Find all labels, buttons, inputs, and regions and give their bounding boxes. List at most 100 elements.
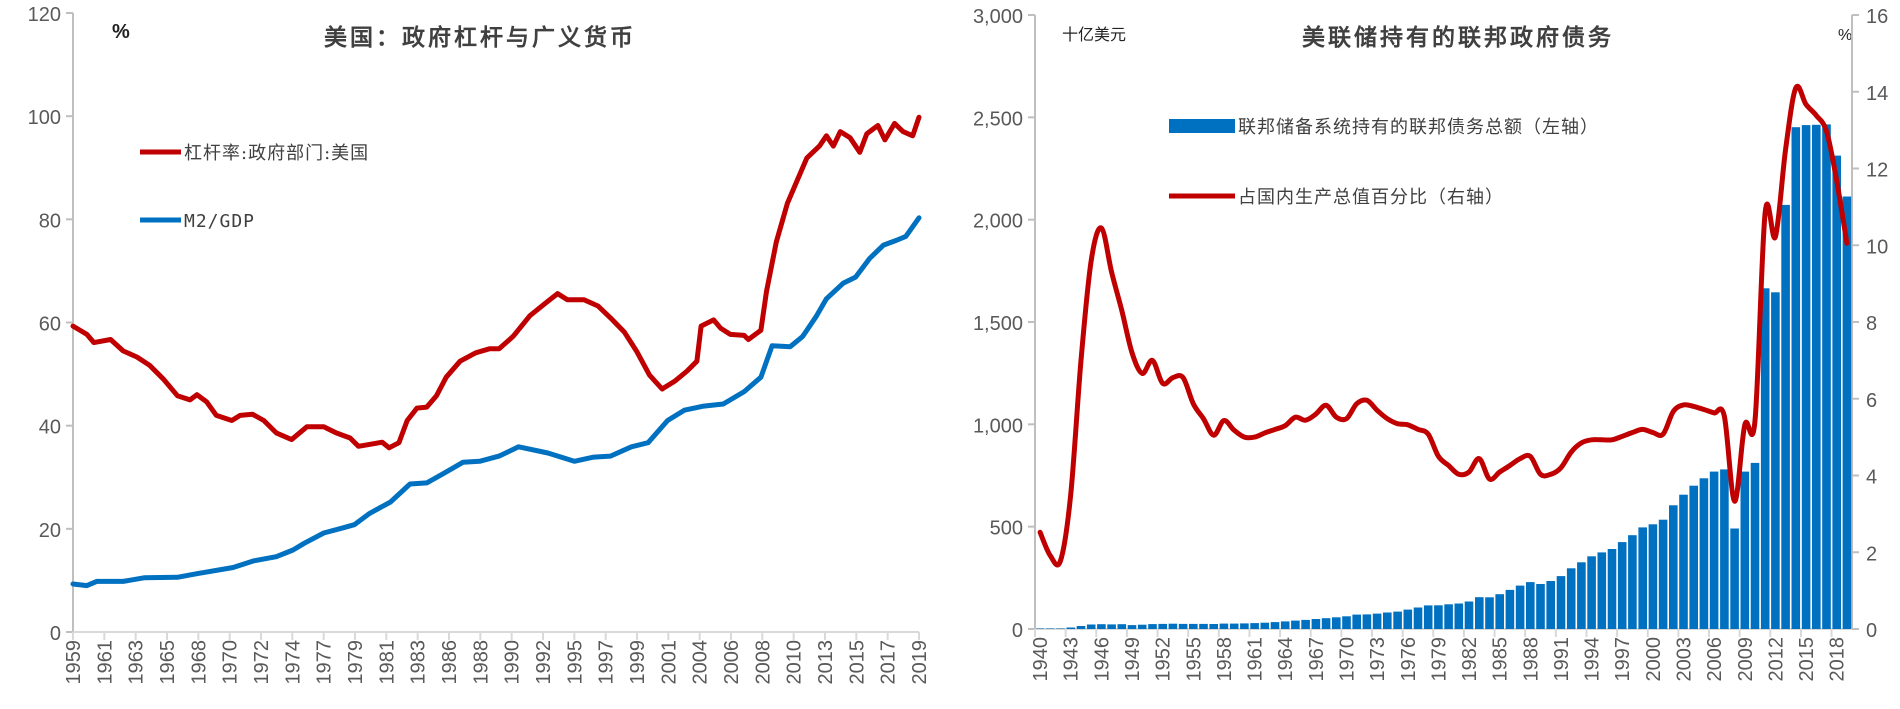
government-leverage-line [70, 114, 922, 451]
right-right-y-tick-label: 10 [1866, 236, 1888, 258]
left-x-tick-label: 1979 [345, 640, 367, 685]
fed-holdings-bar [1332, 617, 1341, 629]
right-x-tick-label: 2009 [1735, 637, 1757, 682]
left-x-tick-label: 1995 [564, 640, 586, 685]
left-x-tick-label: 2017 [878, 640, 900, 685]
fed-holdings-bar [1209, 624, 1218, 629]
fed-holdings-bar [1812, 124, 1821, 630]
right-x-tick-label: 2012 [1765, 637, 1787, 682]
legend-m2-gdp: M2/GDP [184, 211, 255, 232]
fed-holdings-bar [1526, 582, 1535, 629]
right-right-y-tick-label: 12 [1866, 160, 1888, 182]
left-x-tick-label: 1972 [251, 640, 273, 685]
left-series [70, 114, 922, 589]
legend-fed-holdings: 联邦储备系统持有的联邦债务总额（左轴） [1238, 117, 1599, 138]
fed-holdings-bar [1280, 621, 1290, 629]
right-x-tick-label: 2018 [1827, 637, 1849, 682]
fed-holdings-bar [1056, 628, 1065, 629]
left-x-tick-label: 1986 [439, 640, 461, 685]
left-y-tick-label: 0 [50, 623, 61, 645]
legend-pct-gdp: 占国内生产总值百分比（右轴） [1238, 187, 1504, 208]
right-x-tick-label: 1994 [1582, 637, 1604, 682]
left-y-tick-label: 100 [28, 107, 61, 129]
left-x-tick-label: 1983 [408, 640, 430, 685]
fed-holdings-bar [1229, 623, 1239, 629]
fed-holdings-bar [1158, 623, 1167, 629]
left-x-tick-label: 1968 [188, 640, 210, 685]
fed-holdings-bar [1250, 623, 1259, 629]
fed-holdings-bar [1607, 549, 1617, 629]
left-x-tick-label: 2015 [846, 640, 868, 685]
fed-holdings-bar [1219, 623, 1229, 629]
right-x-tick-label: 1955 [1183, 637, 1205, 682]
fed-holdings-bar [1679, 494, 1688, 629]
left-x-tick-label: 1965 [157, 640, 179, 685]
legend-blue-bar-swatch [1169, 119, 1235, 133]
fed-holdings-bar [1423, 605, 1433, 629]
left-x-tick-label: 2013 [815, 640, 837, 685]
fed-holdings-bar [1270, 622, 1280, 629]
right-x-tick-label: 1967 [1306, 637, 1328, 682]
fed-holdings-bar [1577, 562, 1586, 629]
right-left-y-tick-label: 0 [1012, 620, 1023, 642]
right-left-y-tick-label: 2,000 [973, 211, 1023, 233]
left-x-tick-label: 1999 [627, 640, 649, 685]
fed-holdings-bar [1740, 471, 1750, 629]
fed-holdings-bar [1434, 605, 1443, 629]
fed-holdings-bar [1444, 604, 1453, 629]
left-x-tick-label: 2019 [909, 640, 931, 685]
right-x-tick-label: 1958 [1214, 637, 1236, 682]
fed-holdings-bar [1383, 612, 1392, 629]
left-x-tick-label: 1981 [376, 640, 398, 685]
fed-holdings-bar [1291, 620, 1300, 629]
fed-holdings-bar [1832, 155, 1841, 629]
right-left-y-tick-label: 1,500 [973, 313, 1023, 335]
fed-holdings-bar [1760, 288, 1770, 629]
right-right-y-unit: % [1838, 27, 1852, 44]
fed-holdings-bar [1546, 581, 1555, 629]
right-x-tick-label: 1985 [1490, 637, 1512, 682]
pct-gdp-line [1037, 83, 1850, 568]
fed-holdings-bar [1485, 597, 1494, 629]
right-left-y-tick-label: 500 [990, 518, 1023, 540]
left-x-tick-label: 1977 [314, 640, 336, 685]
left-x-tick-label: 2001 [658, 640, 680, 685]
fed-holdings-bar [1393, 611, 1402, 629]
fed-holdings-bar [1801, 125, 1811, 629]
right-x-tick-label: 2015 [1796, 637, 1818, 682]
left-x-tick-label: 1997 [596, 640, 618, 685]
left-y-unit: % [112, 21, 130, 43]
right-x-tick-label: 1988 [1520, 637, 1542, 682]
right-x-tick-label: 1973 [1367, 637, 1389, 682]
fed-holdings-bar [1699, 478, 1709, 629]
right-axes: 0 500 1,000 1,500 2,000 2,500 3,000 0 2 4 6 8 10 12 14… [973, 6, 1888, 682]
fed-holdings-bar [1199, 623, 1208, 629]
fed-holdings-bar [1342, 616, 1351, 629]
fed-holdings-bar [1709, 471, 1719, 629]
left-x-tick-label: 1961 [94, 640, 116, 685]
fed-holdings-bar [1107, 624, 1116, 629]
fed-holdings-bar [1168, 623, 1178, 629]
fed-holdings-bar [1505, 589, 1515, 629]
right-left-y-tick-label: 2,500 [973, 108, 1023, 130]
fed-holdings-bar [1771, 292, 1780, 629]
fed-holdings-bar [1240, 623, 1249, 629]
fed-holdings-bar [1321, 618, 1331, 629]
left-axes: 0 20 40 60 80 100 120 1959 1961 1963 1965 1968 1970 1… [28, 4, 931, 685]
fed-holdings-bar [1117, 624, 1127, 629]
right-chart-title: 美联储持有的联邦政府债务 [1302, 24, 1614, 51]
left-y-tick-label: 120 [28, 4, 61, 26]
fed-holdings-bar [1566, 568, 1576, 629]
right-right-y-tick-label: 6 [1866, 390, 1877, 412]
right-x-tick-label: 2000 [1643, 637, 1665, 682]
fed-holdings-bar [1352, 614, 1361, 629]
left-x-tick-label: 1974 [282, 640, 304, 685]
fed-holdings-bar [1046, 628, 1055, 629]
fed-holdings-bar [1556, 576, 1566, 629]
fed-holdings-bar [1189, 623, 1198, 629]
fed-holdings-bar [1035, 628, 1045, 629]
right-right-y-tick-label: 16 [1866, 6, 1888, 28]
right-chart: 美联储持有的联邦政府债务 十亿美元 % 联邦储备系统持有的联邦债务总额（左轴） … [973, 6, 1888, 682]
fed-holdings-bar [1648, 524, 1658, 629]
